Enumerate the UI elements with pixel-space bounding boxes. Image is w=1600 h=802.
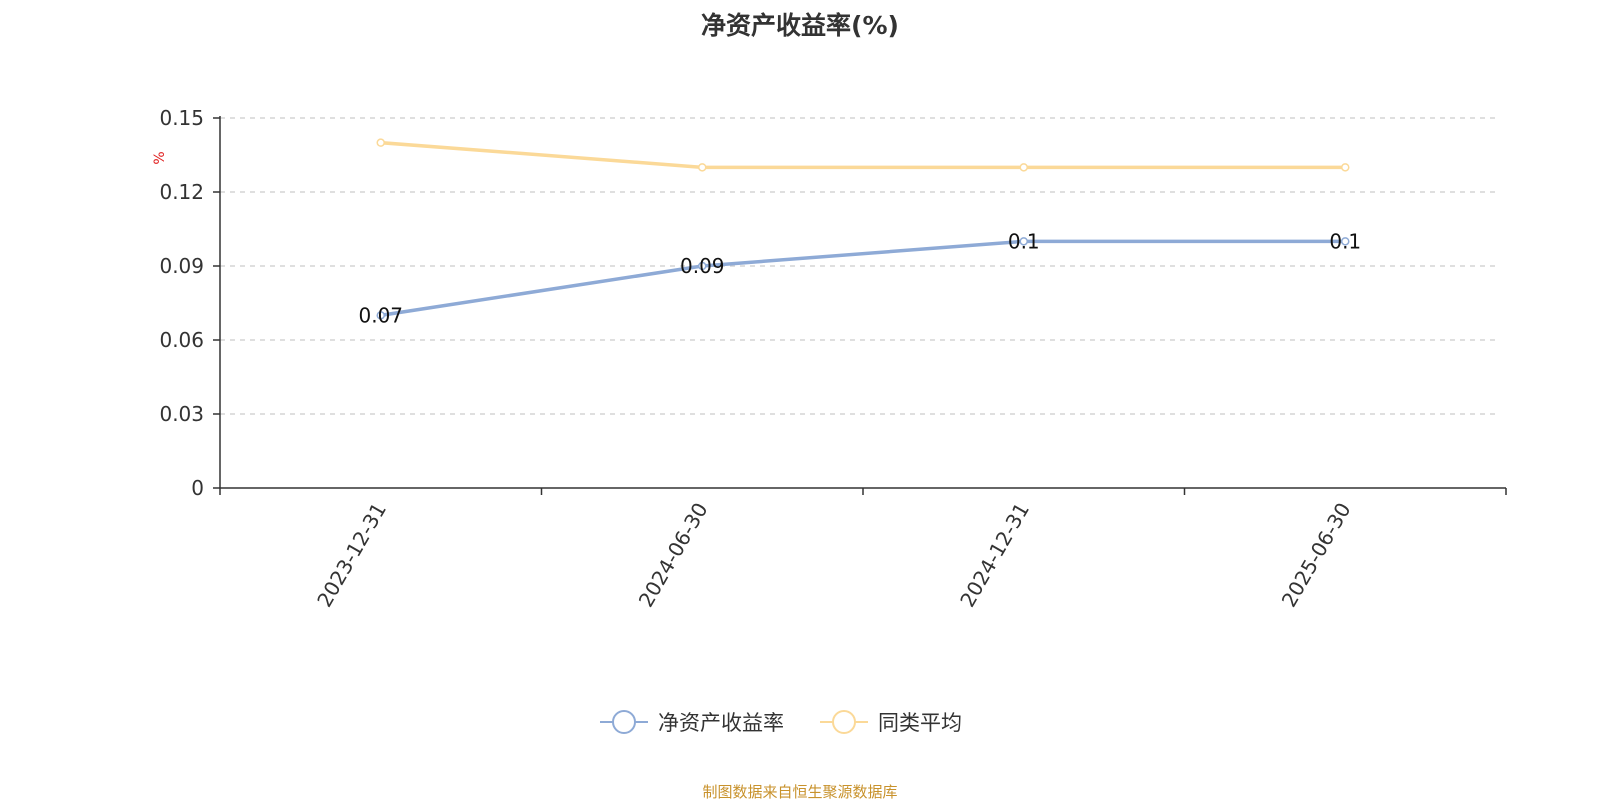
y-tick-label: 0.06: [159, 328, 204, 352]
y-tick-label: 0.09: [159, 254, 204, 278]
series-point-1: [376, 311, 385, 320]
legend-marker-1: [612, 710, 636, 734]
x-tick-label: 2025-06-30: [1277, 499, 1356, 612]
data-labels: 0.07 0.09 0.1 0.1: [358, 229, 1361, 327]
series-line-2: [380, 140, 1346, 170]
x-axis-ticks: 2023-12-31 2024-06-30 2024-12-31 2025-06-30: [219, 488, 1507, 612]
x-tick-label: 2024-12-31: [955, 499, 1034, 612]
y-tick-label: 0: [191, 476, 204, 500]
series-point-2: [698, 163, 707, 172]
series-point-2: [1019, 163, 1028, 172]
y-tick-label: 0.03: [159, 402, 204, 426]
series-line-1: [380, 239, 1346, 318]
series-point-1: [698, 261, 707, 271]
source-note: 制图数据来自恒生聚源数据库: [702, 783, 898, 801]
series-points: [376, 138, 1350, 320]
legend-marker-2: [832, 710, 856, 734]
axes: %: [152, 116, 1506, 489]
data-label: 0.1: [1008, 229, 1040, 253]
chart-title: 净资产收益率(%): [701, 11, 899, 40]
series-point-1: [1019, 237, 1028, 246]
series-point-2: [1341, 163, 1350, 172]
y-tick-label: 0.15: [159, 106, 204, 130]
data-label: 0.1: [1329, 229, 1361, 253]
data-label: 0.09: [680, 254, 725, 278]
x-tick-label: 2023-12-31: [312, 499, 391, 612]
y-axis-label: %: [152, 151, 168, 164]
x-tick-label: 2024-06-30: [634, 499, 713, 612]
y-tick-label: 0.12: [159, 180, 204, 204]
y-axis-ticks: 0 0.03 0.06 0.09 0.12 0.15: [159, 106, 220, 500]
legend-label-1: 净资产收益率: [658, 711, 784, 735]
series-lines: [380, 140, 1346, 318]
legend: 净资产收益率 同类平均: [600, 710, 962, 735]
data-label: 0.07: [358, 303, 403, 327]
series-point-1: [1341, 237, 1350, 246]
series-point-2: [376, 138, 385, 147]
grid-lines: [220, 117, 1500, 415]
legend-label-2: 同类平均: [878, 711, 962, 735]
